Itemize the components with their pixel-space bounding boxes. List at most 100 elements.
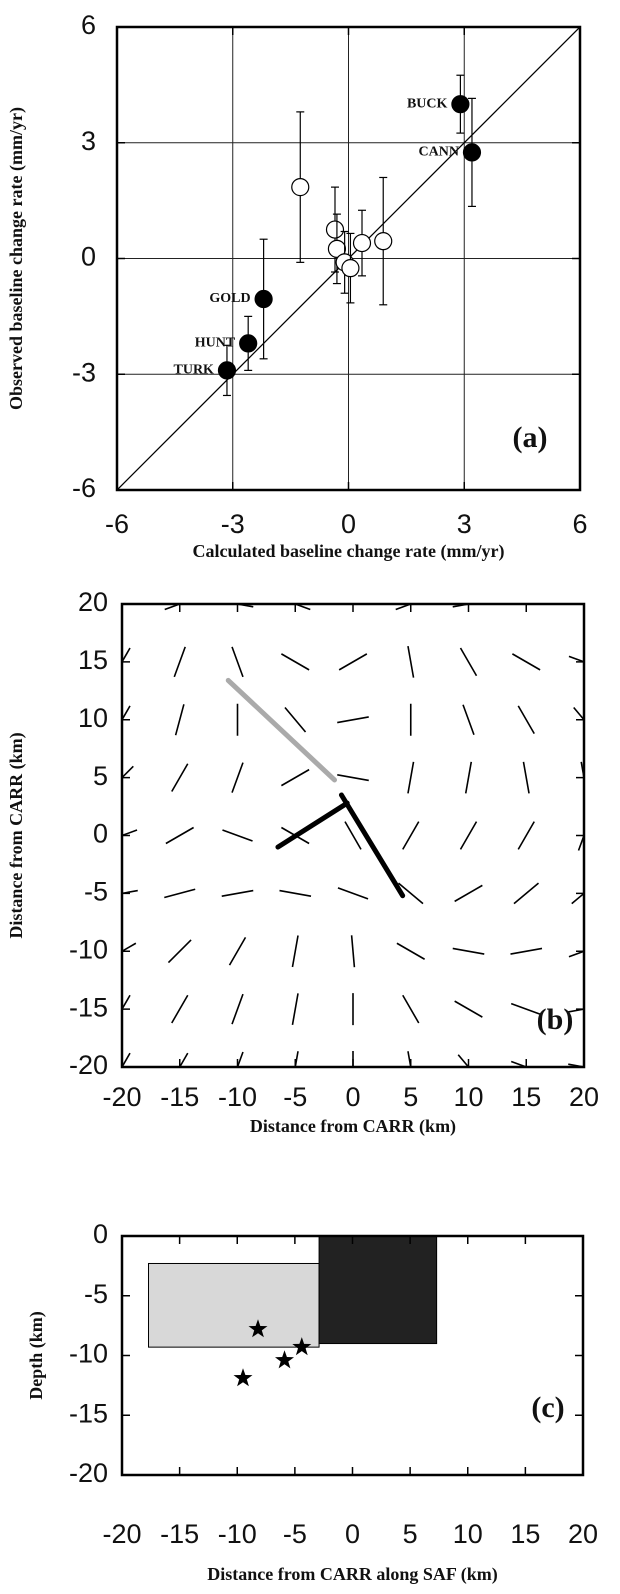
strain-axis xyxy=(573,706,584,721)
y-tick-label: -15 xyxy=(69,1398,108,1428)
y-axis-label: Depth (km) xyxy=(26,1311,47,1400)
strain-axis xyxy=(173,646,186,678)
strain-axis xyxy=(337,887,369,900)
event-star xyxy=(292,1337,312,1356)
fault-trace xyxy=(225,677,338,783)
data-point xyxy=(239,334,258,353)
slip-patch xyxy=(318,1236,438,1345)
plot-frame xyxy=(120,602,586,1069)
strain-axis xyxy=(294,1051,299,1067)
strain-axis xyxy=(279,889,312,897)
station-label: CANN xyxy=(419,145,459,160)
x-tick-label: -15 xyxy=(160,1082,199,1112)
plot-frame xyxy=(115,25,582,492)
data-point xyxy=(451,95,470,114)
data-point xyxy=(254,289,273,309)
strain-axis xyxy=(167,939,192,964)
slip-patch xyxy=(148,1262,320,1348)
y-tick-label: -20 xyxy=(69,1458,108,1488)
x-tick-label: 15 xyxy=(510,1519,540,1549)
strain-axis xyxy=(280,653,310,671)
strain-axis xyxy=(459,647,478,677)
strain-axis xyxy=(231,993,244,1025)
x-tick-label: 0 xyxy=(341,509,356,539)
strain-axis xyxy=(350,935,356,968)
strain-axis xyxy=(402,821,420,850)
x-tick-label: 6 xyxy=(572,509,587,539)
y-tick-label: -6 xyxy=(72,473,96,503)
strain-axis xyxy=(407,645,415,678)
x-tick-label: 3 xyxy=(457,509,472,539)
x-tick-label: 10 xyxy=(453,1082,483,1112)
strain-axis xyxy=(337,716,369,724)
strain-axis xyxy=(568,950,584,958)
y-tick-label: -5 xyxy=(84,1279,108,1309)
y-axis-label: Distance from CARR (km) xyxy=(6,732,27,938)
y-tick-label: -20 xyxy=(69,1050,108,1080)
strain-axis xyxy=(165,826,195,845)
strain-axis xyxy=(280,768,310,787)
x-tick-label: -3 xyxy=(221,509,245,539)
strain-axis xyxy=(395,604,414,611)
data-point xyxy=(325,220,345,239)
strain-axis xyxy=(568,1008,584,1013)
strain-axis xyxy=(510,1002,542,1016)
x-tick-label: -20 xyxy=(102,1082,141,1112)
event-star xyxy=(233,1368,253,1387)
strain-axis xyxy=(454,884,483,903)
plot-area xyxy=(117,27,580,490)
strain-axis xyxy=(236,1051,244,1067)
x-tick-label: -10 xyxy=(218,1519,257,1549)
y-tick-label: 3 xyxy=(81,126,96,156)
x-axis-label: Calculated baseline change rate (mm/yr) xyxy=(193,541,505,562)
strain-axis xyxy=(452,947,485,955)
strain-axis xyxy=(221,889,254,897)
x-tick-label: 0 xyxy=(345,1082,360,1112)
x-tick-label: 5 xyxy=(403,1519,418,1549)
y-tick-label: -3 xyxy=(72,357,96,387)
strain-axis xyxy=(231,646,244,678)
strain-axis xyxy=(452,604,474,608)
strain-axis xyxy=(577,833,584,851)
strain-axis xyxy=(571,892,584,905)
x-tick-label: -15 xyxy=(160,1519,199,1549)
strain-axis xyxy=(174,704,185,736)
data-point xyxy=(217,361,237,380)
strain-axis xyxy=(231,762,244,793)
y-tick-label: -10 xyxy=(69,1339,108,1369)
strain-axis xyxy=(222,829,253,842)
strain-axis xyxy=(284,706,307,733)
strain-axis xyxy=(517,705,535,735)
x-tick-label: -10 xyxy=(218,1082,257,1112)
x-tick-label: -6 xyxy=(105,509,129,539)
strain-axis xyxy=(511,653,541,671)
station-label: BUCK xyxy=(407,96,448,111)
y-tick-label: 15 xyxy=(78,645,108,675)
x-tick-label: 10 xyxy=(453,1519,483,1549)
strain-axis xyxy=(580,761,584,783)
strain-axis xyxy=(513,882,540,905)
strain-axis xyxy=(171,994,189,1024)
x-tick-label: 5 xyxy=(403,1082,418,1112)
strain-axis xyxy=(122,1052,131,1067)
x-tick-label: 20 xyxy=(569,1082,599,1112)
data-point xyxy=(291,178,310,197)
strain-axis xyxy=(397,882,424,905)
data-point xyxy=(462,143,482,162)
station-label: HUNT xyxy=(195,336,236,351)
station-label: GOLD xyxy=(209,291,250,306)
x-axis-label: Distance from CARR (km) xyxy=(250,1116,456,1137)
event-star xyxy=(275,1350,294,1369)
strain-axis xyxy=(164,604,183,611)
panel-label: (c) xyxy=(531,1391,564,1424)
strain-axis xyxy=(122,647,131,664)
strain-axis xyxy=(522,761,530,794)
strain-axis xyxy=(122,994,131,1011)
strain-axis xyxy=(291,935,299,968)
strain-axis xyxy=(459,821,478,850)
strain-axis xyxy=(454,1000,483,1018)
strain-axis xyxy=(568,1063,584,1067)
strain-axis xyxy=(517,821,535,850)
plot-area xyxy=(122,1236,583,1475)
